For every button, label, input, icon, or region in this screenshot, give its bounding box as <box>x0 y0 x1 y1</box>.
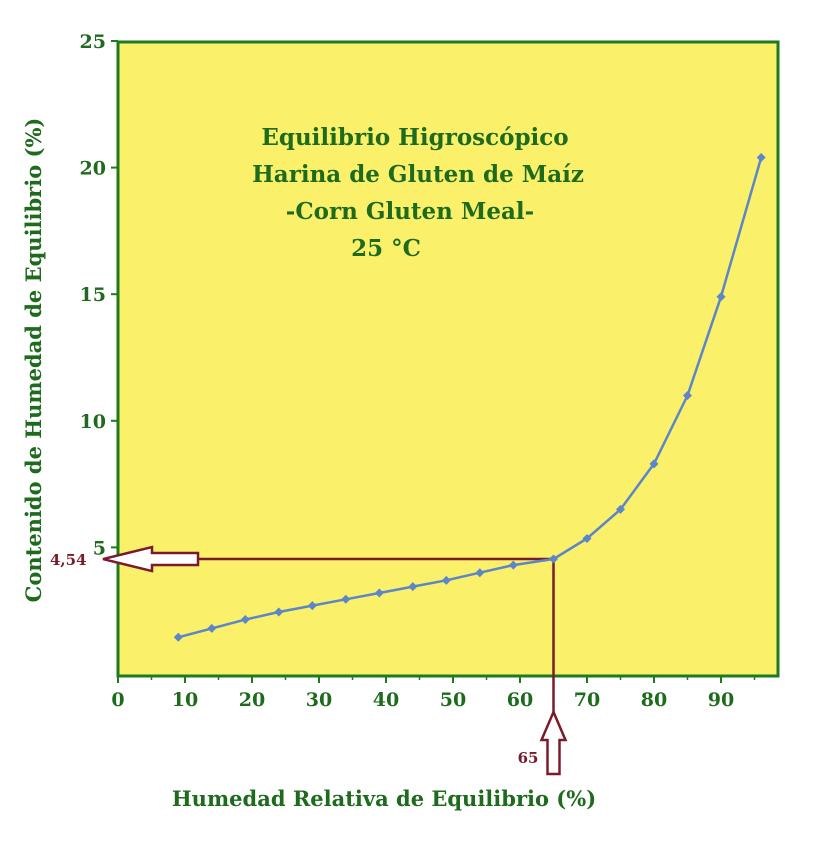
data-point <box>173 632 183 642</box>
data-point <box>616 504 625 514</box>
x-tick-label: 80 <box>641 689 667 711</box>
y-axis-title: Contenido de Humedad de Equilibrio (%) <box>21 118 46 603</box>
data-point <box>341 594 351 604</box>
annotation-arrows <box>102 545 568 776</box>
x-annotation-label: 65 <box>518 749 539 767</box>
chart-title-line: 25 °C <box>351 235 421 262</box>
data-point <box>207 623 217 633</box>
y-tick-label: 20 <box>80 158 106 180</box>
x-tick-label: 10 <box>172 689 198 711</box>
plot-area <box>116 40 780 678</box>
x-axis-title: Humedad Relativa de Equilibrio (%) <box>172 786 596 811</box>
y-tick-label: 5 <box>93 537 106 559</box>
x-tick-label: 0 <box>111 689 124 711</box>
y-tick-label: 15 <box>80 284 106 306</box>
chart-title-line: Harina de Gluten de Maíz <box>252 161 584 188</box>
data-point <box>475 568 485 578</box>
x-tick-label: 70 <box>574 689 600 711</box>
x-tick-label: 50 <box>440 689 466 711</box>
chart-title-line: Equilibrio Higroscópico <box>261 124 568 151</box>
data-point <box>408 582 418 592</box>
x-tick-label: 30 <box>306 689 332 711</box>
axis-ticks: 0 10 20 30 40 50 60 70 80 90 5 10 15 20 25 <box>80 31 756 711</box>
y-tick-label: 25 <box>80 31 106 53</box>
data-point <box>683 390 692 400</box>
data-point <box>716 292 726 302</box>
x-tick-label: 40 <box>373 689 399 711</box>
series-line <box>177 157 763 639</box>
data-point <box>756 152 766 162</box>
data-points <box>173 152 766 642</box>
y-tick-label: 10 <box>80 411 106 433</box>
data-point <box>441 575 451 585</box>
chart-title: Equilibrio Higroscópico Harina de Gluten … <box>252 124 584 262</box>
y-annotation-label: 4,54 <box>50 551 87 569</box>
x-tick-label: 90 <box>708 689 734 711</box>
data-point <box>582 534 592 544</box>
x-tick-label: 60 <box>507 689 533 711</box>
data-point <box>649 459 659 469</box>
data-point <box>374 588 384 598</box>
annotation-lines <box>198 557 555 712</box>
up-arrow-icon <box>539 708 568 776</box>
data-point <box>274 607 284 617</box>
chart-title-line: -Corn Gluten Meal- <box>286 198 534 225</box>
data-point <box>240 615 250 625</box>
left-arrow-icon <box>102 545 200 573</box>
data-point <box>307 601 317 611</box>
x-tick-label: 20 <box>239 689 265 711</box>
data-point <box>508 560 518 570</box>
data-point <box>549 554 558 564</box>
